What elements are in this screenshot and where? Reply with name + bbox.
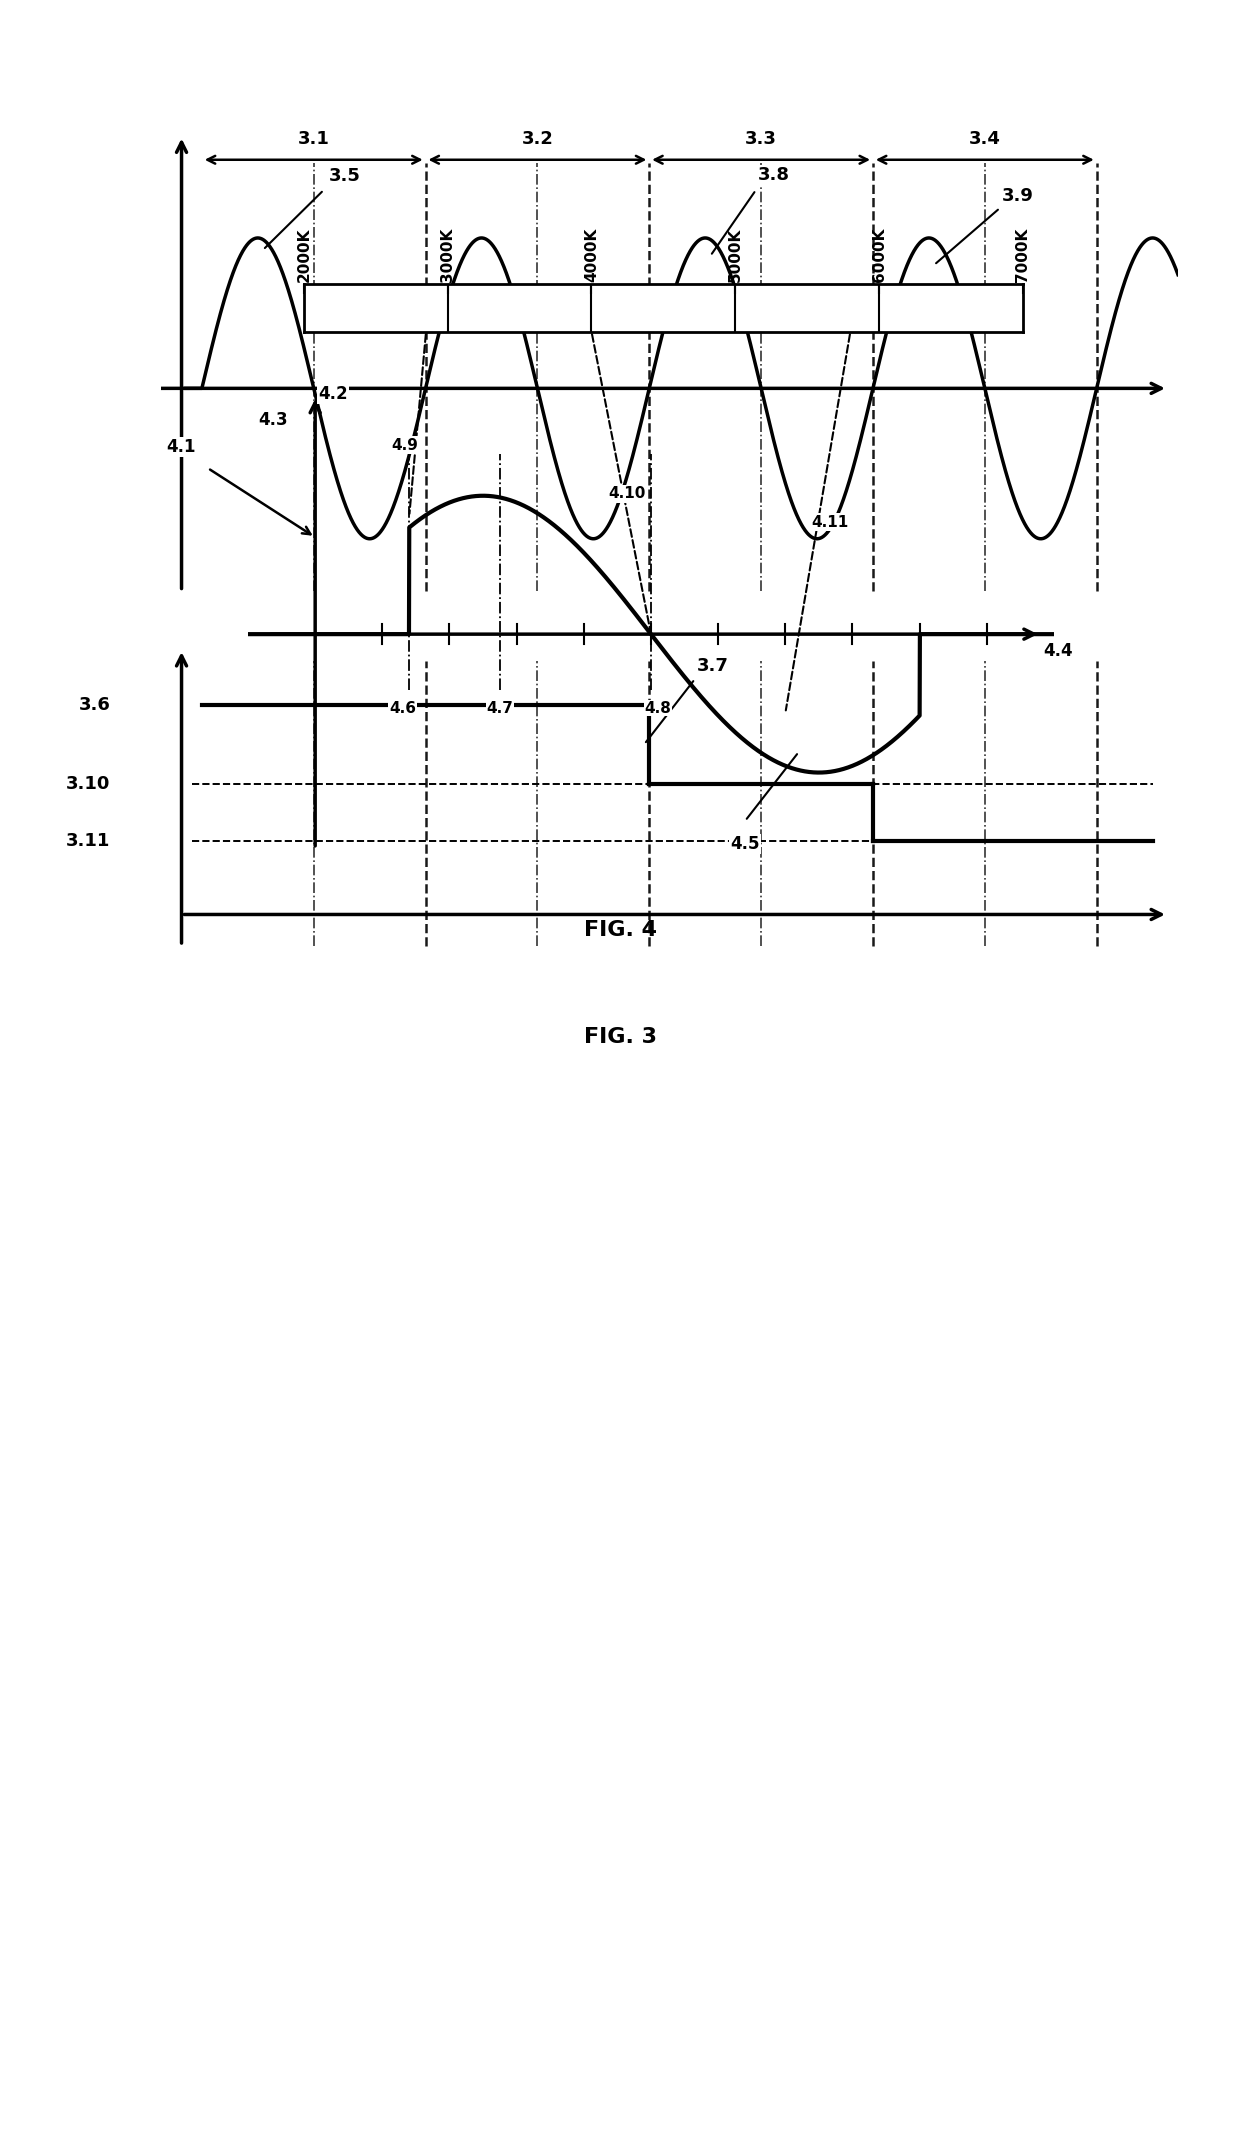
Text: 4.6: 4.6	[389, 702, 415, 717]
Text: 3.4: 3.4	[968, 130, 1001, 148]
Text: 4.10: 4.10	[609, 486, 646, 501]
Text: 4.7: 4.7	[486, 702, 513, 717]
Text: 3.7: 3.7	[697, 657, 729, 676]
Text: 4.2: 4.2	[319, 385, 347, 402]
Text: 4.1: 4.1	[166, 438, 196, 456]
Text: 3.5: 3.5	[329, 167, 361, 186]
Text: 4.8: 4.8	[645, 702, 671, 717]
Text: 3.3: 3.3	[745, 130, 777, 148]
Text: 3.1: 3.1	[298, 130, 330, 148]
Text: 3.11: 3.11	[66, 832, 110, 849]
Text: 4.5: 4.5	[730, 834, 760, 853]
Text: FIG. 4: FIG. 4	[584, 920, 656, 941]
Text: 3.6: 3.6	[78, 695, 110, 714]
Text: FIG. 3: FIG. 3	[584, 1027, 656, 1048]
Text: 3.9: 3.9	[1002, 186, 1034, 205]
Text: 3.8: 3.8	[758, 167, 790, 184]
Text: 3.2: 3.2	[522, 130, 553, 148]
Text: 4.9: 4.9	[392, 438, 419, 453]
Text: 4.4: 4.4	[1043, 642, 1073, 659]
Text: 3.10: 3.10	[66, 774, 110, 794]
Text: 4.3: 4.3	[259, 411, 289, 428]
Text: 4.11: 4.11	[812, 515, 849, 530]
